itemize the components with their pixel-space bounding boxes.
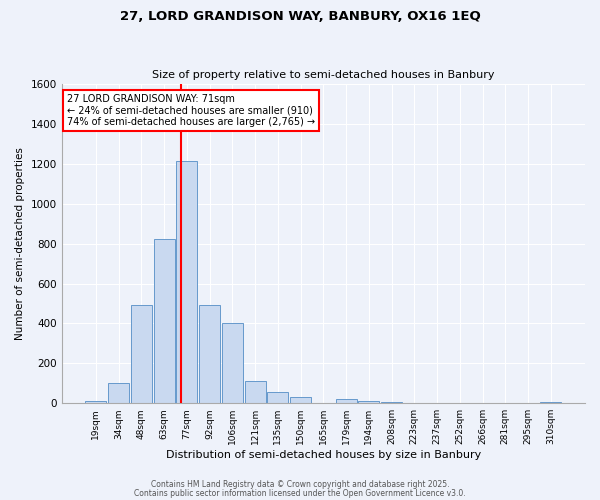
- Text: 27, LORD GRANDISON WAY, BANBURY, OX16 1EQ: 27, LORD GRANDISON WAY, BANBURY, OX16 1E…: [119, 10, 481, 23]
- Bar: [335, 399, 356, 403]
- Bar: [199, 306, 220, 403]
- Bar: [85, 401, 106, 403]
- Bar: [358, 401, 379, 403]
- Bar: [176, 161, 197, 403]
- X-axis label: Distribution of semi-detached houses by size in Banbury: Distribution of semi-detached houses by …: [166, 450, 481, 460]
- Bar: [108, 384, 129, 403]
- Y-axis label: Number of semi-detached properties: Number of semi-detached properties: [15, 147, 25, 340]
- Title: Size of property relative to semi-detached houses in Banbury: Size of property relative to semi-detach…: [152, 70, 494, 81]
- Bar: [290, 397, 311, 403]
- Bar: [222, 324, 243, 403]
- Bar: [154, 238, 175, 403]
- Bar: [245, 382, 266, 403]
- Bar: [268, 392, 289, 403]
- Bar: [540, 402, 561, 403]
- Text: 27 LORD GRANDISON WAY: 71sqm
← 24% of semi-detached houses are smaller (910)
74%: 27 LORD GRANDISON WAY: 71sqm ← 24% of se…: [67, 94, 315, 127]
- Bar: [131, 306, 152, 403]
- Text: Contains public sector information licensed under the Open Government Licence v3: Contains public sector information licen…: [134, 489, 466, 498]
- Text: Contains HM Land Registry data © Crown copyright and database right 2025.: Contains HM Land Registry data © Crown c…: [151, 480, 449, 489]
- Bar: [381, 402, 402, 403]
